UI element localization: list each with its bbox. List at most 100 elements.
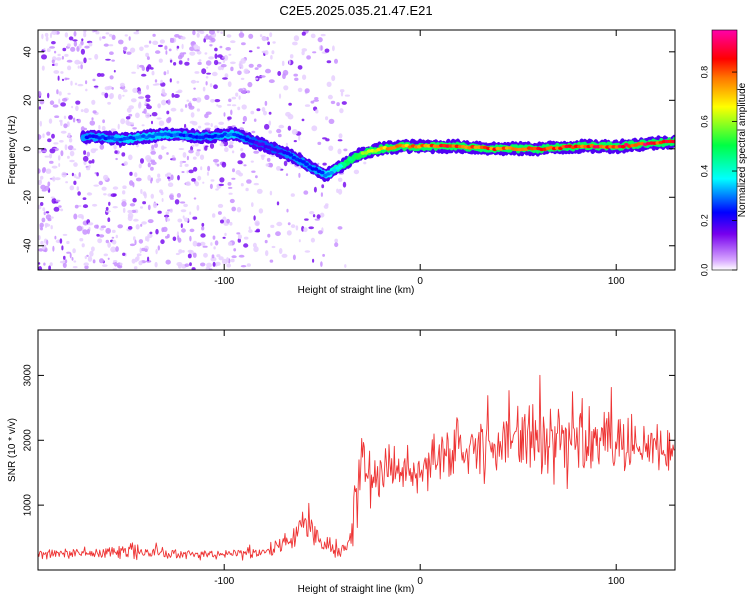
noise-speckle	[53, 206, 60, 212]
noise-speckle	[102, 264, 108, 267]
noise-speckle	[73, 213, 78, 220]
noise-speckle	[336, 188, 339, 193]
noise-speckle	[141, 124, 145, 127]
colorbar-frame	[711, 29, 738, 271]
noise-speckle	[99, 258, 104, 264]
noise-speckle	[192, 97, 198, 102]
noise-speckle	[174, 199, 180, 205]
noise-speckle	[107, 217, 111, 222]
noise-speckle	[143, 108, 147, 114]
noise-speckle	[283, 85, 289, 91]
noise-speckle	[271, 245, 276, 249]
snr-y-ticks: 1000 2000 3000	[23, 364, 675, 516]
noise-speckle	[64, 259, 68, 264]
noise-speckle	[47, 138, 52, 143]
noise-speckle	[216, 254, 221, 258]
noise-speckle	[117, 224, 123, 229]
noise-speckle	[164, 214, 170, 218]
noise-speckle	[127, 226, 133, 230]
noise-speckle	[319, 212, 325, 218]
noise-speckle	[276, 221, 283, 227]
noise-speckle	[82, 155, 89, 162]
noise-speckle	[322, 137, 327, 140]
noise-speckle	[127, 209, 133, 214]
noise-speckle	[115, 246, 119, 252]
noise-speckle	[126, 51, 132, 55]
noise-speckle	[229, 141, 234, 145]
noise-speckle	[135, 224, 140, 230]
noise-speckle	[298, 135, 301, 141]
noise-speckle	[216, 30, 220, 34]
noise-speckle	[50, 225, 53, 230]
noise-speckle	[325, 203, 329, 207]
noise-speckle	[337, 139, 343, 142]
noise-speckle	[231, 96, 237, 100]
noise-speckle	[157, 103, 161, 109]
noise-speckle	[150, 193, 154, 199]
noise-speckle	[178, 60, 183, 65]
noise-speckle	[161, 99, 167, 106]
noise-speckle	[64, 53, 69, 57]
noise-speckle	[294, 77, 299, 82]
noise-speckle	[193, 87, 196, 90]
x-tick-label: 100	[608, 576, 625, 587]
noise-speckle	[226, 34, 232, 38]
noise-speckle	[80, 40, 84, 46]
noise-speckle	[57, 53, 61, 57]
noise-speckle	[40, 227, 43, 231]
noise-speckle	[272, 41, 276, 44]
noise-speckle	[253, 215, 256, 221]
noise-speckle	[277, 71, 282, 76]
noise-speckle	[139, 206, 144, 209]
noise-speckle	[149, 231, 153, 235]
colorbar: 0.0 0.2 0.4 0.6 0.8 Normalized spectral ampl…	[699, 29, 748, 276]
noise-speckle	[166, 172, 172, 176]
noise-speckle	[332, 45, 335, 52]
noise-speckle	[75, 105, 79, 112]
noise-speckle	[54, 115, 60, 118]
noise-speckle	[111, 229, 116, 233]
noise-speckle	[139, 64, 145, 68]
noise-speckle	[191, 144, 195, 148]
noise-speckle	[38, 179, 42, 186]
noise-speckle	[301, 31, 306, 36]
noise-speckle	[154, 261, 158, 268]
noise-speckle	[209, 44, 213, 47]
noise-speckle	[151, 112, 158, 117]
noise-speckle	[112, 239, 117, 245]
noise-speckle	[312, 258, 315, 263]
noise-speckle	[108, 201, 111, 206]
noise-speckle	[217, 203, 224, 208]
noise-speckle	[334, 242, 339, 248]
noise-speckle	[301, 118, 305, 122]
noise-speckle	[51, 59, 55, 64]
noise-speckle	[227, 103, 232, 107]
noise-speckle	[152, 83, 158, 86]
noise-speckle	[115, 157, 118, 161]
noise-speckle	[180, 209, 187, 213]
noise-speckle	[240, 183, 244, 187]
noise-speckle	[306, 55, 311, 60]
noise-speckle	[196, 242, 202, 247]
snr-frame	[37, 329, 676, 571]
noise-speckle	[40, 240, 44, 245]
noise-speckle	[50, 32, 52, 39]
noise-speckle	[151, 144, 155, 150]
noise-speckle	[260, 154, 266, 158]
noise-speckle	[199, 154, 205, 160]
noise-speckle	[43, 47, 46, 51]
noise-speckle	[99, 227, 105, 231]
noise-speckle	[287, 222, 291, 226]
noise-speckle	[251, 170, 256, 173]
noise-speckle	[164, 45, 168, 50]
noise-speckle	[285, 142, 288, 147]
noise-speckle	[80, 48, 85, 55]
noise-speckle	[192, 252, 197, 258]
noise-speckle	[73, 180, 77, 185]
noise-speckle	[251, 202, 254, 208]
noise-speckle	[63, 123, 68, 129]
noise-speckle	[270, 55, 273, 60]
noise-speckle	[85, 80, 88, 85]
noise-speckle	[142, 201, 147, 205]
noise-speckle	[193, 197, 197, 200]
